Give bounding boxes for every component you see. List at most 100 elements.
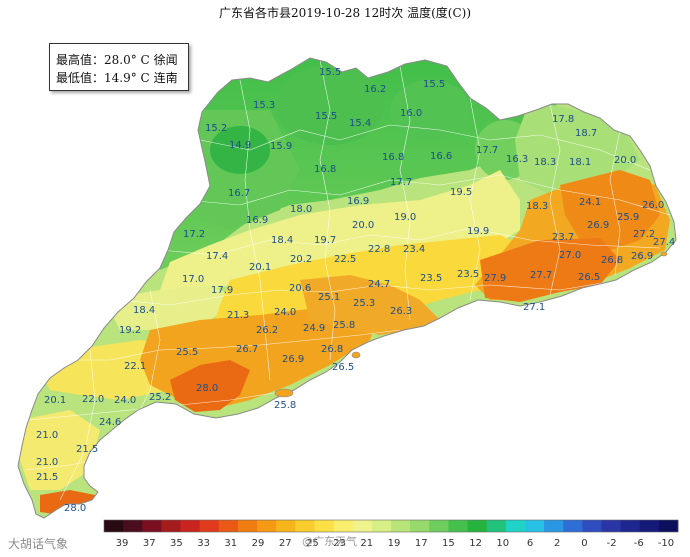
station-value: 19.0: [394, 212, 416, 223]
island-shape: [274, 388, 294, 398]
legend-label: 12: [469, 538, 482, 549]
legend-labels: 39 37 35 33 31 29 27 25 23 21 19 17 15 12 10 6 2 0 -2 -6 -10: [116, 538, 675, 549]
station-value: 24.9: [303, 323, 325, 334]
station-value: 17.4: [206, 251, 228, 262]
legend-swatch: [180, 520, 201, 532]
station-value: 24.0: [114, 395, 136, 406]
legend-swatch: [582, 520, 602, 532]
station-value: 15.4: [349, 118, 371, 129]
legend-swatch: [199, 520, 220, 532]
station-value: 28.0: [196, 383, 218, 394]
legend-label: 21: [360, 538, 373, 549]
station-value: 17.9: [211, 285, 233, 296]
legend-swatch: [295, 520, 315, 532]
legend-swatch: [352, 520, 373, 532]
legend-label: 17: [415, 538, 428, 549]
legend-label: 37: [143, 538, 156, 549]
max-row: 最高值：28.0° C 徐闻: [56, 51, 178, 68]
station-value: 17.8: [552, 114, 574, 125]
station-value: 18.4: [271, 235, 293, 246]
station-value: 18.7: [575, 128, 597, 139]
station-value: 15.2: [205, 123, 227, 134]
station-value: 27.2: [633, 229, 655, 240]
station-value: 26.5: [578, 272, 600, 283]
legend-swatch: [333, 520, 354, 532]
legend-label: -10: [658, 538, 674, 549]
station-value: 22.5: [334, 254, 356, 265]
station-value: 26.9: [282, 354, 304, 365]
legend-swatch: [467, 520, 488, 532]
station-value: 26.3: [390, 306, 412, 317]
legend-label: 39: [116, 538, 129, 549]
station-value: 28.0: [64, 503, 86, 514]
station-value: 17.7: [390, 177, 412, 188]
legend-swatch: [276, 520, 296, 532]
island-shape: [660, 251, 668, 257]
station-value: 16.7: [228, 188, 250, 199]
legend-swatch: [448, 520, 468, 532]
station-value: 19.7: [314, 235, 336, 246]
station-value: 18.3: [526, 201, 548, 212]
station-value: 21.3: [227, 310, 249, 321]
station-value: 27.9: [484, 273, 506, 284]
legend-swatch: [237, 520, 258, 532]
min-value: 14.9° C: [104, 71, 150, 85]
station-value: 18.3: [534, 157, 556, 168]
station-value: 16.8: [382, 152, 404, 163]
legend-label: 33: [197, 538, 210, 549]
station-value: 25.8: [333, 320, 355, 331]
station-value: 26.2: [256, 325, 278, 336]
station-value: 26.8: [321, 344, 343, 355]
station-value: 18.4: [133, 305, 155, 316]
station-value: 16.9: [246, 215, 268, 226]
station-value: 22.0: [82, 394, 104, 405]
station-value: 25.2: [149, 392, 171, 403]
station-value: 26.8: [601, 255, 623, 266]
station-value: 15.5: [423, 79, 445, 90]
legend-swatches: [103, 519, 679, 533]
legend-swatch: [486, 520, 507, 532]
max-value: 28.0° C: [104, 53, 150, 67]
legend-swatch: [410, 520, 430, 532]
station-value: 16.9: [347, 196, 369, 207]
station-value: 24.1: [579, 197, 601, 208]
station-value: 26.7: [236, 344, 258, 355]
station-value: 27.7: [530, 270, 552, 281]
station-value: 18.0: [290, 204, 312, 215]
legend-swatch: [658, 520, 679, 532]
map-title: 广东省各市县2019-10-28 12时次 温度(度(C)): [219, 6, 471, 20]
max-label: 最高值：: [56, 53, 105, 67]
station-value: 17.7: [476, 145, 498, 156]
legend-label: 29: [252, 538, 265, 549]
island-shape: [351, 351, 361, 359]
legend-swatch: [639, 520, 660, 532]
watermark-left: 大胡话气象: [8, 537, 69, 551]
legend-swatch: [524, 520, 545, 532]
station-value: 20.0: [352, 220, 374, 231]
legend-label: 2: [554, 538, 560, 549]
legend-swatch: [371, 520, 392, 532]
station-value: 27.4: [653, 237, 675, 248]
station-value: 24.6: [99, 417, 121, 428]
watermark-center: @广东天气: [302, 535, 357, 548]
station-value: 24.7: [368, 279, 390, 290]
station-value: 23.4: [403, 244, 425, 255]
min-label: 最低值：: [56, 71, 105, 85]
legend-label: 27: [279, 538, 292, 549]
station-value: 18.1: [569, 157, 591, 168]
station-value: 26.0: [642, 200, 664, 211]
legend-label: 0: [581, 538, 587, 549]
station-value: 17.2: [183, 229, 205, 240]
station-value: 20.1: [249, 262, 271, 273]
legend-label: 19: [388, 538, 401, 549]
station-value: 15.3: [253, 100, 275, 111]
min-place: 连南: [153, 71, 178, 85]
legend-label: -2: [607, 538, 617, 549]
legend-swatch: [563, 520, 583, 532]
island-shape: [636, 253, 644, 259]
legend-label: 35: [170, 538, 183, 549]
station-value: 26.9: [631, 251, 653, 262]
station-value: 20.2: [290, 254, 312, 265]
